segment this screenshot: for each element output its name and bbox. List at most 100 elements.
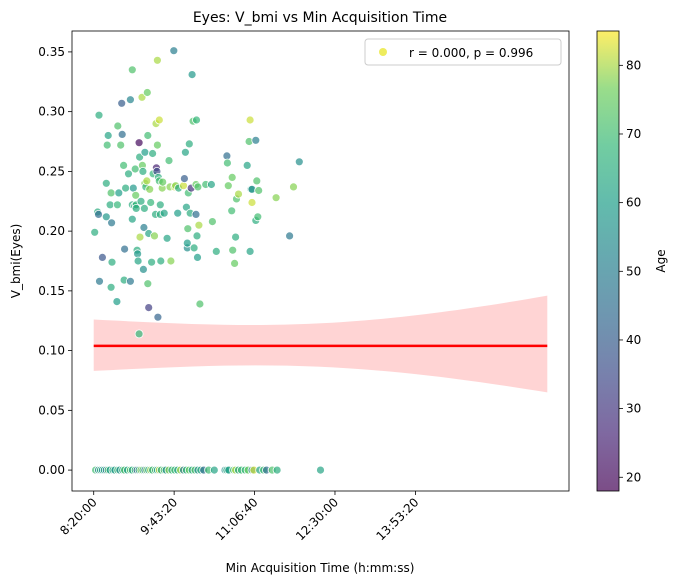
data-point <box>107 218 116 228</box>
y-tick-label: 0.20 <box>38 224 65 238</box>
confidence-band-layer <box>93 295 548 393</box>
y-tick-label: 0.10 <box>38 344 65 358</box>
data-point <box>184 139 194 149</box>
data-point <box>158 177 168 187</box>
legend-marker <box>379 48 387 56</box>
data-point <box>162 233 172 243</box>
legend-label: r = 0.000, p = 0.996 <box>409 46 533 60</box>
data-point <box>138 166 148 176</box>
x-axis-label: Min Acquisition Time (h:mm:ss) <box>226 561 415 575</box>
data-point <box>150 231 159 241</box>
colorbar-tick-label: 50 <box>626 264 641 278</box>
colorbar-tick-label: 60 <box>626 196 641 210</box>
data-point <box>187 70 197 79</box>
legend-box <box>364 38 562 66</box>
x-tick-label: 11:06:40 <box>213 495 261 543</box>
data-point <box>117 129 127 139</box>
y-tick-label: 0.00 <box>38 463 65 477</box>
data-point <box>113 200 122 210</box>
data-point <box>94 110 104 120</box>
data-point <box>179 174 189 184</box>
data-point <box>245 246 255 256</box>
data-point <box>251 135 261 145</box>
data-point <box>130 164 140 174</box>
data-point <box>131 203 141 213</box>
data-point <box>183 224 193 234</box>
data-point <box>316 465 325 475</box>
data-point <box>169 46 179 56</box>
data-point <box>180 147 190 157</box>
x-axis-ticks: 8:20:00 9:43:20 11:06:40 12:30:00 13:53:20 <box>57 491 422 543</box>
data-point <box>144 303 154 313</box>
data-point <box>138 264 148 274</box>
data-point <box>114 188 124 198</box>
colorbar-frame <box>596 30 620 492</box>
data-point <box>228 245 238 255</box>
data-point <box>242 160 252 170</box>
data-point <box>102 140 112 150</box>
data-point <box>211 246 221 256</box>
data-point <box>121 183 130 193</box>
data-point <box>191 209 201 219</box>
data-point <box>116 140 126 150</box>
data-point <box>101 212 111 222</box>
data-point <box>206 180 216 189</box>
data-point <box>285 231 295 241</box>
data-point <box>127 214 137 224</box>
data-point <box>164 156 174 166</box>
data-point <box>147 257 157 267</box>
data-point <box>139 203 149 213</box>
points-layer <box>90 46 325 475</box>
data-point <box>143 279 153 289</box>
data-point <box>133 249 143 259</box>
data-point <box>245 115 255 125</box>
data-point <box>112 297 122 307</box>
data-point <box>135 232 145 242</box>
data-point <box>182 238 192 248</box>
data-point <box>230 258 240 268</box>
plot-area <box>90 46 548 475</box>
data-point <box>272 465 282 475</box>
data-point <box>152 55 162 65</box>
colorbar-tick-label: 70 <box>626 127 641 141</box>
data-point <box>103 131 113 140</box>
data-point <box>131 190 141 200</box>
data-point <box>143 131 153 140</box>
data-point <box>106 188 116 198</box>
colorbar-tick-label: 80 <box>626 58 641 72</box>
data-point <box>124 169 133 179</box>
data-point <box>90 227 100 237</box>
data-point <box>117 98 127 108</box>
data-point <box>192 231 202 241</box>
data-point <box>194 220 204 230</box>
data-point <box>222 158 232 168</box>
data-point <box>154 115 164 125</box>
x-tick-label: 8:20:00 <box>57 495 100 538</box>
y-tick-label: 0.15 <box>38 284 65 298</box>
data-point <box>192 115 201 125</box>
data-point <box>209 465 219 475</box>
data-point <box>94 209 103 219</box>
data-point <box>254 186 264 195</box>
colorbar-tick-label: 20 <box>626 470 641 484</box>
data-point <box>289 182 298 192</box>
colorbar-ticks: 20 30 40 50 60 70 80 <box>619 58 641 484</box>
data-point <box>105 200 115 210</box>
x-tick-label: 12:30:00 <box>293 495 341 543</box>
y-tick-label: 0.05 <box>38 403 65 417</box>
data-point <box>189 243 199 253</box>
data-point <box>120 244 129 254</box>
data-point <box>195 299 205 309</box>
data-point <box>106 282 116 292</box>
data-point <box>101 178 111 188</box>
data-point <box>152 140 162 150</box>
plot-frame <box>71 30 570 492</box>
data-point <box>98 252 107 262</box>
y-axis-ticks: 0.00 0.05 0.10 0.15 0.20 0.25 0.30 0.35 <box>38 45 72 477</box>
colorbar-label: Age <box>654 249 668 272</box>
data-point <box>193 182 203 192</box>
chart-title: Eyes: V_bmi vs Min Acquisition Time <box>193 10 447 26</box>
data-point <box>128 183 138 193</box>
data-point <box>142 88 152 97</box>
data-point <box>234 189 243 199</box>
